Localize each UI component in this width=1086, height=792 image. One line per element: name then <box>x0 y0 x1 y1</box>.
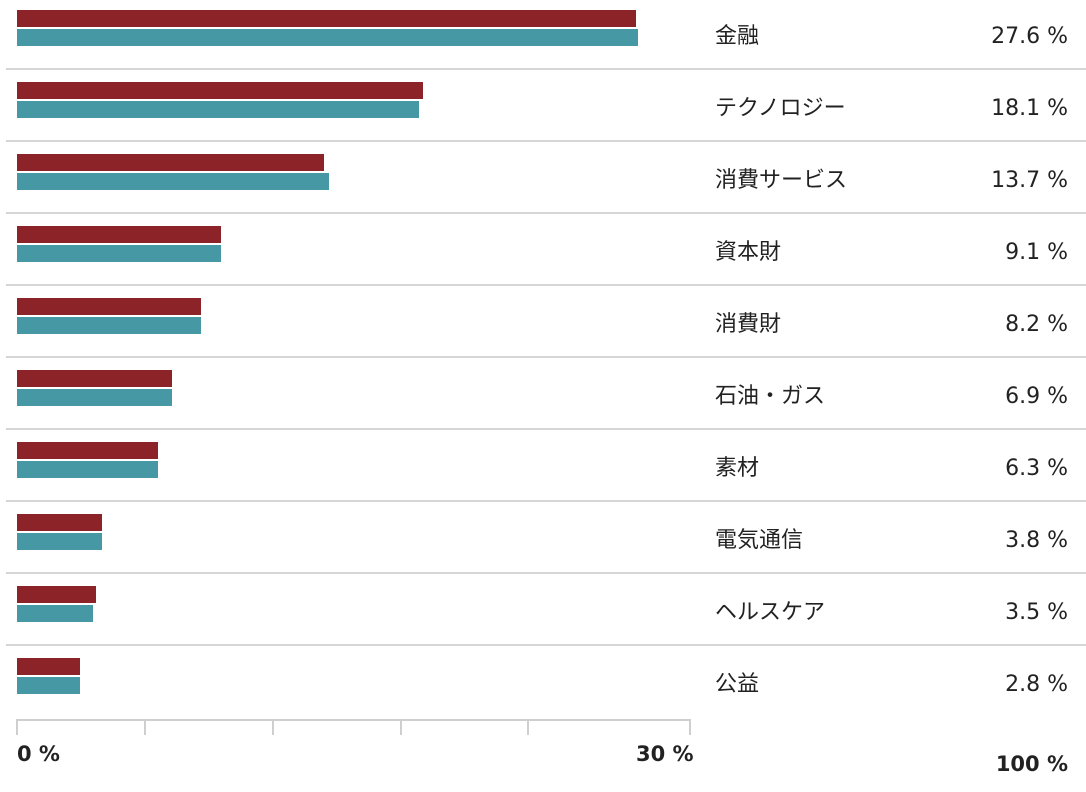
category-label: ヘルスケア <box>715 600 826 625</box>
x-tick-5 <box>689 719 691 735</box>
x-tick-4 <box>527 719 529 735</box>
value-label: 3.8 % <box>1005 528 1068 553</box>
row-divider <box>6 212 1086 214</box>
row-divider <box>6 140 1086 142</box>
bar-series-1-7 <box>17 514 102 531</box>
value-label: 8.2 % <box>1005 312 1068 337</box>
x-tick-2 <box>272 719 274 735</box>
bar-series-1-3 <box>17 226 221 243</box>
row-divider <box>6 500 1086 502</box>
bar-series-2-3 <box>17 245 221 262</box>
row-divider <box>6 428 1086 430</box>
bar-series-2-4 <box>17 317 201 334</box>
x-tick-label-min: 0 % <box>17 742 60 766</box>
bar-series-1-6 <box>17 442 158 459</box>
category-label: 消費サービス <box>715 168 848 193</box>
row-divider <box>6 644 1086 646</box>
bar-series-1-4 <box>17 298 201 315</box>
category-label: テクノロジー <box>715 96 846 121</box>
bar-series-1-8 <box>17 586 96 603</box>
row-divider <box>6 356 1086 358</box>
x-tick-label-max: 30 % <box>636 742 694 766</box>
value-label: 18.1 % <box>991 96 1068 121</box>
bar-series-2-6 <box>17 461 158 478</box>
category-label: 消費財 <box>715 312 782 337</box>
x-tick-3 <box>400 719 402 735</box>
row-divider <box>6 572 1086 574</box>
value-label: 6.9 % <box>1005 384 1068 409</box>
x-axis-line <box>17 719 691 721</box>
x-tick-0 <box>16 719 18 735</box>
total-label: 100 % <box>995 752 1068 776</box>
row-divider <box>6 68 1086 70</box>
category-label: 資本財 <box>715 240 782 265</box>
bar-series-2-0 <box>17 29 638 46</box>
value-label: 6.3 % <box>1005 456 1068 481</box>
value-label: 2.8 % <box>1005 672 1068 697</box>
value-label: 9.1 % <box>1005 240 1068 265</box>
row-divider <box>6 284 1086 286</box>
bar-series-1-2 <box>17 154 324 171</box>
value-label: 13.7 % <box>991 168 1068 193</box>
x-tick-1 <box>144 719 146 735</box>
bar-series-1-5 <box>17 370 172 387</box>
bar-series-2-9 <box>17 677 80 694</box>
category-label: 石油・ガス <box>715 384 826 409</box>
bar-series-2-7 <box>17 533 102 550</box>
category-label: 電気通信 <box>715 528 804 553</box>
bar-series-2-2 <box>17 173 329 190</box>
value-label: 27.6 % <box>991 24 1068 49</box>
category-label: 金融 <box>715 24 760 49</box>
bar-series-1-9 <box>17 658 80 675</box>
bar-series-2-5 <box>17 389 172 406</box>
bar-series-1-1 <box>17 82 423 99</box>
category-label: 公益 <box>715 672 760 697</box>
bar-series-2-1 <box>17 101 419 118</box>
bar-series-1-0 <box>17 10 636 27</box>
category-label: 素材 <box>715 456 760 481</box>
bar-series-2-8 <box>17 605 93 622</box>
value-label: 3.5 % <box>1005 600 1068 625</box>
